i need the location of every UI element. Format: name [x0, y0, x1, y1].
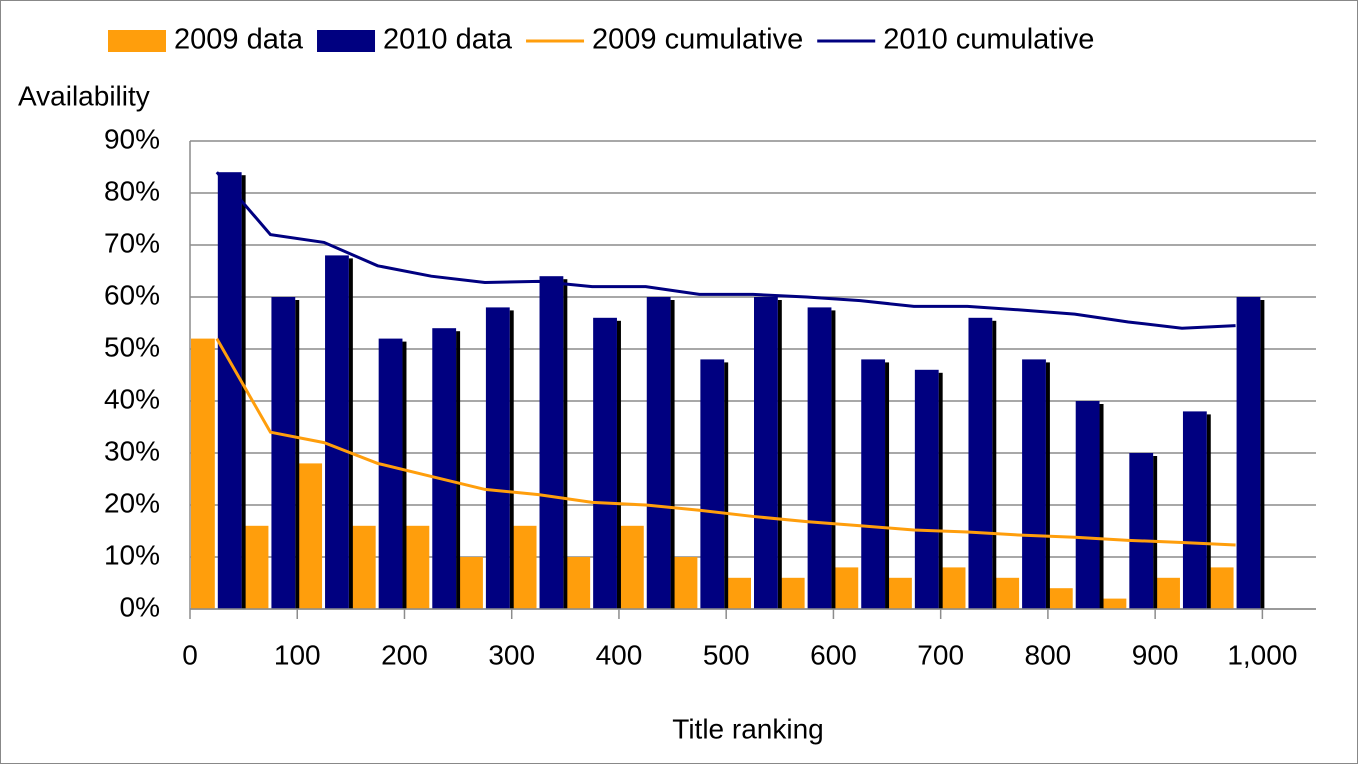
bar — [539, 276, 564, 609]
bar — [834, 567, 859, 609]
y-tick-label: 10% — [104, 539, 160, 570]
bar-shadow — [1153, 456, 1158, 609]
bar-shadow — [1045, 362, 1050, 609]
bar — [512, 525, 537, 609]
bar-shadow — [456, 331, 461, 609]
bar — [566, 557, 591, 609]
x-tick-label: 0 — [182, 639, 198, 670]
x-tick-label: 300 — [488, 639, 535, 670]
bar — [1236, 297, 1261, 609]
bar — [807, 307, 832, 609]
x-tick-label: 900 — [1132, 639, 1179, 670]
legend-label: 2010 data — [383, 24, 513, 56]
bar — [861, 359, 886, 609]
bar — [485, 307, 510, 609]
bar-shadow — [1206, 414, 1211, 609]
bar — [914, 369, 939, 609]
bar — [351, 525, 376, 609]
x-tick-label: 100 — [274, 639, 321, 670]
bar — [432, 328, 457, 609]
bar-shadow — [616, 320, 621, 609]
bar-shadow — [938, 372, 943, 609]
bar-shadow — [1260, 300, 1265, 609]
bar — [325, 255, 349, 609]
x-tick-label: 400 — [596, 639, 643, 670]
bar — [1102, 598, 1127, 609]
y-tick-label: 80% — [104, 175, 160, 206]
bar-shadow — [724, 362, 729, 609]
x-tick-label: 1,000 — [1227, 639, 1297, 670]
bar-shadow — [402, 341, 407, 609]
bar — [1022, 359, 1046, 609]
bar — [619, 525, 644, 609]
bar-shadow — [509, 310, 514, 609]
x-tick-label: 500 — [703, 639, 750, 670]
legend-label: 2010 cumulative — [883, 24, 1094, 56]
y-axis-label: Availability — [18, 80, 150, 111]
x-tick-label: 700 — [917, 639, 964, 670]
bar — [459, 557, 483, 609]
bar-shadow — [563, 279, 568, 609]
y-tick-label: 50% — [104, 331, 160, 362]
bar-shadow — [295, 300, 300, 609]
bar — [593, 317, 617, 609]
bar — [298, 463, 323, 609]
x-tick-label: 200 — [381, 639, 428, 670]
bar-shadow — [831, 310, 836, 609]
legend-swatch — [108, 30, 166, 52]
bar — [780, 577, 805, 609]
bar — [405, 525, 430, 609]
line — [215, 171, 1236, 330]
bar — [995, 577, 1020, 609]
legend-label: 2009 cumulative — [592, 24, 803, 56]
bar — [1075, 401, 1100, 609]
bar — [700, 359, 725, 609]
y-tick-label: 0% — [120, 591, 160, 622]
bar — [191, 338, 215, 609]
bar — [1156, 577, 1180, 609]
legend-swatch — [317, 30, 376, 52]
bar — [244, 525, 269, 609]
x-tick-label: 600 — [810, 639, 857, 670]
bar-shadow — [992, 320, 997, 609]
bar-shadow — [1099, 404, 1104, 609]
legend-label: 2009 data — [174, 24, 304, 56]
y-tick-label: 20% — [104, 487, 160, 518]
bar-shadow — [348, 258, 353, 609]
bar — [727, 577, 751, 609]
bar — [271, 297, 296, 609]
bar-shadow — [777, 300, 782, 609]
line — [215, 337, 1236, 547]
bar-shadow — [885, 362, 890, 609]
bar-shadow — [241, 175, 246, 609]
bar — [1182, 411, 1207, 609]
bar — [888, 577, 912, 609]
y-tick-label: 70% — [104, 227, 160, 258]
bar — [941, 567, 966, 609]
y-tick-label: 30% — [104, 435, 160, 466]
bar — [217, 172, 242, 609]
y-tick-label: 40% — [104, 383, 160, 414]
bar — [646, 297, 671, 609]
bar — [673, 557, 698, 609]
bar — [1129, 453, 1154, 609]
y-tick-label: 60% — [104, 279, 160, 310]
bar — [378, 338, 403, 609]
bar — [1048, 588, 1073, 609]
bar — [754, 297, 778, 609]
y-tick-label: 90% — [104, 123, 160, 154]
bar-shadow — [670, 300, 675, 609]
x-tick-label: 800 — [1025, 639, 1072, 670]
bar — [1209, 567, 1234, 609]
x-axis-label: Title ranking — [672, 713, 823, 744]
bar — [968, 317, 993, 609]
